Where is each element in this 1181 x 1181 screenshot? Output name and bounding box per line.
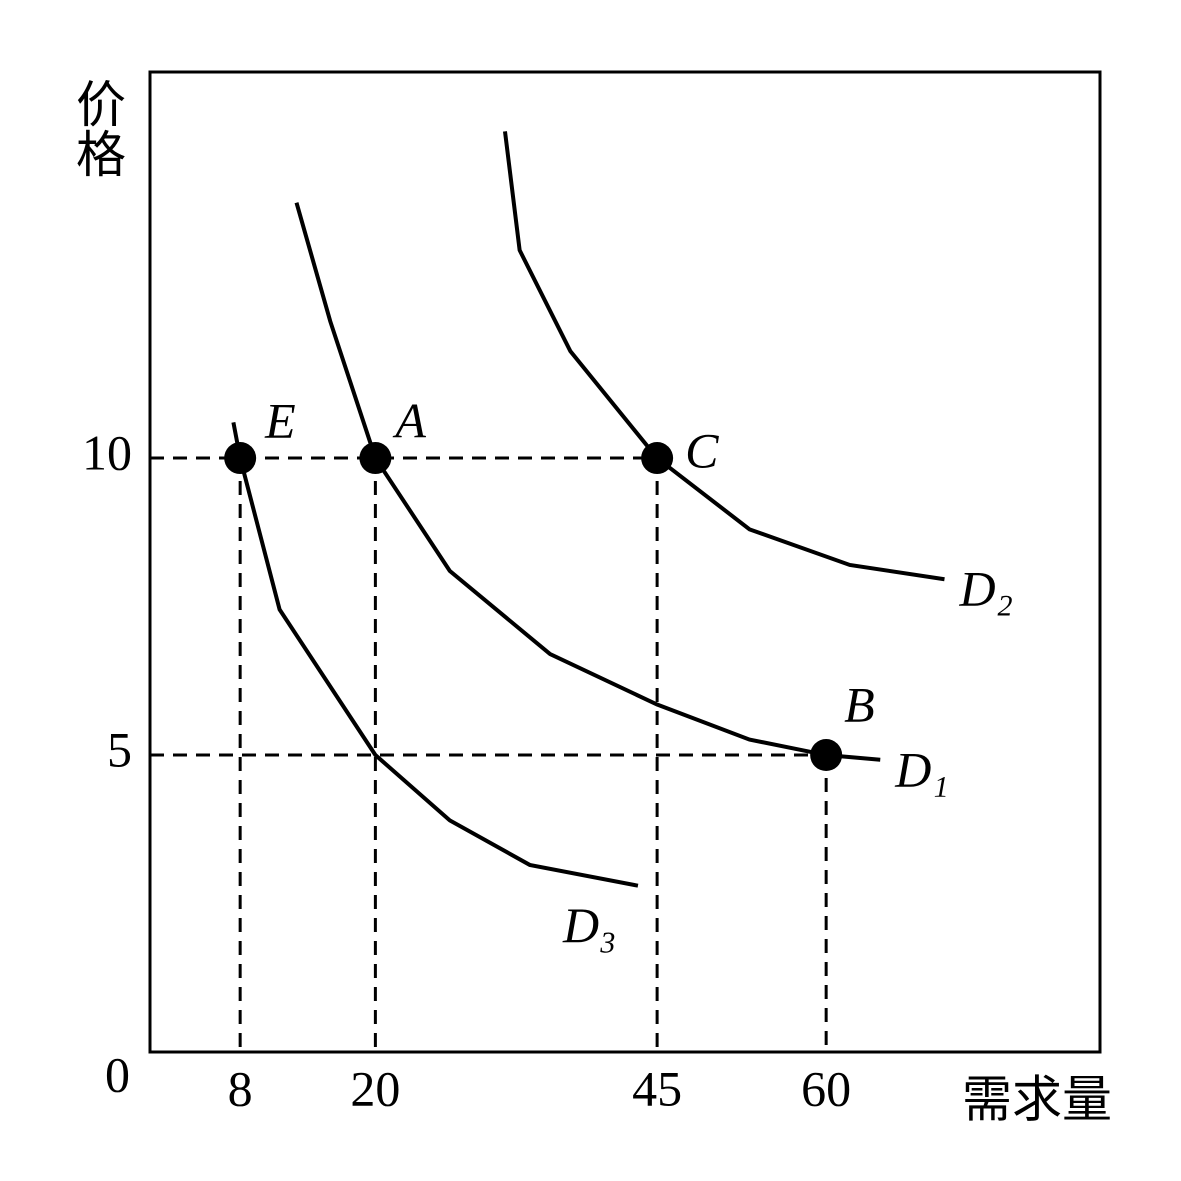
demand-curve <box>294 202 881 762</box>
x-tick-label: 45 <box>632 1060 682 1116</box>
point <box>359 442 392 475</box>
y-tick-label: 5 <box>107 721 132 777</box>
point-label: E <box>264 393 296 449</box>
y-axis-label: 价格 <box>68 78 126 178</box>
curve-label: D₁ <box>894 741 949 797</box>
y-tick-label: 0 <box>105 1046 130 1102</box>
curve-label: D₂ <box>958 561 1013 617</box>
point <box>224 442 257 475</box>
x-tick-label: 20 <box>350 1060 400 1116</box>
demand-curve <box>231 422 639 888</box>
plot-frame <box>148 70 1102 1054</box>
demand-curve <box>502 131 945 582</box>
point-label: C <box>685 423 719 479</box>
point <box>810 739 843 772</box>
x-tick-label: 60 <box>801 1060 851 1116</box>
point-label: B <box>844 676 875 732</box>
y-tick-label: 10 <box>82 425 132 481</box>
x-tick-label: 8 <box>228 1060 253 1116</box>
x-axis-label: 需求量 <box>962 1071 1112 1129</box>
point <box>641 442 674 475</box>
curve-label: D₃ <box>562 897 617 953</box>
point-label: A <box>392 393 426 449</box>
